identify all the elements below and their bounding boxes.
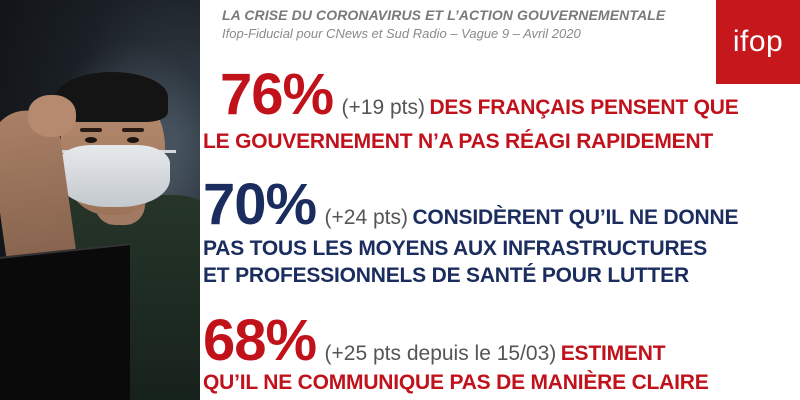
statement-1-percent: 76% <box>220 62 334 127</box>
header-title: LA CRISE DU CORONAVIRUS ET L’ACTION GOUV… <box>222 7 666 23</box>
statement-3-lead: ESTIMENT <box>560 342 666 365</box>
statement-3-headline: 68% (+25 pts depuis le 15/03) ESTIMENT <box>203 312 666 370</box>
statement-3-line-2: QU’IL NE COMMUNIQUE PAS DE MANIÈRE CLAIR… <box>203 371 709 394</box>
photo-eye-left <box>85 137 97 143</box>
statement-2-percent: 70% <box>203 172 317 237</box>
statement-2-headline: 70% (+24 pts) CONSIDÈRENT QU’IL NE DONNE <box>203 176 738 234</box>
ifop-logo: ifop <box>716 0 800 84</box>
statement-2-line-2: PAS TOUS LES MOYENS AUX INFRASTRUCTURES <box>203 237 708 260</box>
statement-2-delta: (+24 pts) <box>324 206 409 229</box>
statement-2-lead: CONSIDÈRENT QU’IL NE DONNE <box>412 206 739 229</box>
statement-3-delta: (+25 pts depuis le 15/03) <box>324 342 557 365</box>
header-subtitle: Ifop-Fiducial pour CNews et Sud Radio – … <box>222 26 581 41</box>
statement-1-headline: 76% (+19 pts) DES FRANÇAIS PENSENT QUE <box>220 66 739 124</box>
photo-eye-right <box>127 137 139 143</box>
statement-3-percent: 68% <box>203 308 317 373</box>
statement-1-delta: (+19 pts) <box>341 96 426 119</box>
photo-brow-left <box>80 128 102 132</box>
photo-hand <box>28 95 76 137</box>
masked-man-photo <box>0 0 200 400</box>
statement-1-lead: DES FRANÇAIS PENSENT QUE <box>429 96 739 119</box>
photo-brow-right <box>122 128 144 132</box>
surgical-mask-icon <box>58 145 170 207</box>
statement-2-line-3: ET PROFESSIONNELS DE SANTÉ POUR LUTTER <box>203 264 689 287</box>
ifop-logo-text: ifop <box>732 25 784 58</box>
laptop-icon <box>0 243 130 400</box>
statement-1-line-2: LE GOUVERNEMENT N’A PAS RÉAGI RAPIDEMENT <box>203 130 714 153</box>
